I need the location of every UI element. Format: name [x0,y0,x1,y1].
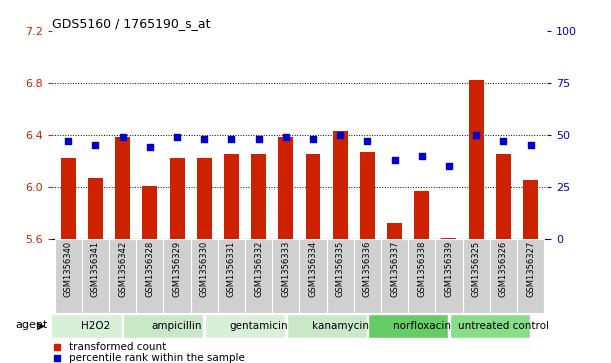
Bar [42,314,122,338]
Bar [306,154,320,239]
Bar [414,191,430,239]
Bar [191,239,218,313]
Bar [115,138,130,239]
Bar [436,239,463,313]
Bar [169,158,185,239]
Bar [354,239,381,313]
Point [444,163,454,169]
Text: GSM1356333: GSM1356333 [281,241,290,297]
Bar [279,138,293,239]
Bar [496,154,511,239]
Point [254,136,263,142]
Point [471,132,481,138]
Point [64,138,73,144]
Point [417,153,426,159]
Bar [88,178,103,239]
Bar [224,154,239,239]
Text: untreated control: untreated control [458,321,549,331]
Bar [517,239,544,313]
Text: GDS5160 / 1765190_s_at: GDS5160 / 1765190_s_at [52,17,210,30]
Text: GSM1356341: GSM1356341 [91,241,100,297]
Text: GSM1356331: GSM1356331 [227,241,236,297]
Bar [299,239,327,313]
Point [281,134,291,140]
Bar [136,239,163,313]
Text: transformed count: transformed count [69,342,167,352]
Bar [360,152,375,239]
Text: GSM1356335: GSM1356335 [335,241,345,297]
Bar [60,158,76,239]
Bar [163,239,191,313]
Text: norfloxacin: norfloxacin [393,321,451,331]
Bar [469,80,484,239]
Text: H2O2: H2O2 [81,321,110,331]
Bar [387,223,402,239]
Point [308,136,318,142]
Point [390,157,400,163]
Text: GSM1356329: GSM1356329 [172,241,181,297]
Text: kanamycin: kanamycin [312,321,368,331]
Point [172,134,182,140]
Bar [381,239,408,313]
Point [199,136,209,142]
Text: percentile rank within the sample: percentile rank within the sample [69,353,245,363]
Text: GSM1356326: GSM1356326 [499,241,508,297]
Text: GSM1356332: GSM1356332 [254,241,263,297]
Text: GSM1356327: GSM1356327 [526,241,535,297]
Text: GSM1356339: GSM1356339 [444,241,453,297]
Text: GSM1356336: GSM1356336 [363,241,372,297]
Bar [490,239,517,313]
Bar [333,131,348,239]
Bar [109,239,136,313]
Point [90,142,100,148]
Bar [523,180,538,239]
Bar [327,239,354,313]
Text: gentamicin: gentamicin [229,321,288,331]
Bar [287,314,367,338]
Bar [142,185,157,239]
Text: GSM1356334: GSM1356334 [309,241,318,297]
Bar [82,239,109,313]
Text: GSM1356338: GSM1356338 [417,241,426,297]
Text: ampicillin: ampicillin [152,321,202,331]
Bar [205,314,285,338]
Bar [442,237,456,239]
Point [525,142,535,148]
Point [118,134,128,140]
Bar [123,314,203,338]
Text: GSM1356328: GSM1356328 [145,241,155,297]
Bar [251,154,266,239]
Text: GSM1356325: GSM1356325 [472,241,481,297]
Text: GSM1356337: GSM1356337 [390,241,399,297]
Bar [218,239,245,313]
Bar [54,239,82,313]
Bar [368,314,448,338]
Bar [408,239,436,313]
Text: GSM1356340: GSM1356340 [64,241,73,297]
Bar [245,239,272,313]
Bar [463,239,490,313]
Text: GSM1356330: GSM1356330 [200,241,209,297]
Point [227,136,236,142]
Bar [450,314,530,338]
Point [145,144,155,150]
Point [499,138,508,144]
Point [335,132,345,138]
Point [362,138,372,144]
Text: agent: agent [16,320,48,330]
Bar [272,239,299,313]
Text: GSM1356342: GSM1356342 [118,241,127,297]
Bar [197,158,211,239]
